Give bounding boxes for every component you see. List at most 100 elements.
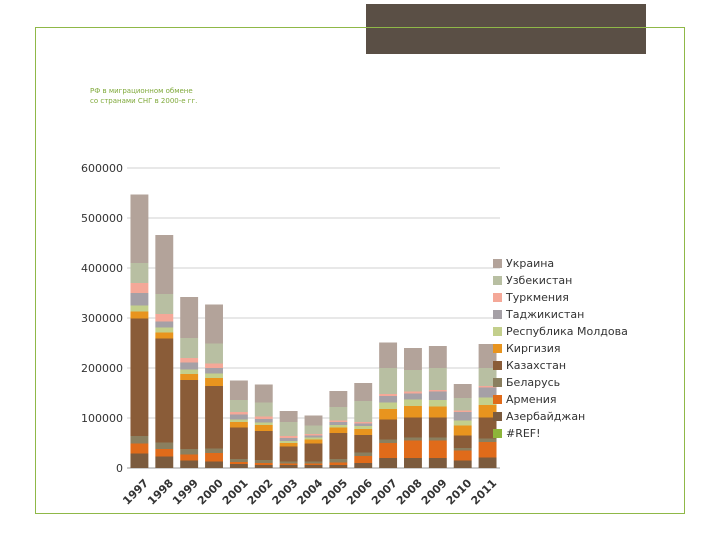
bar-segment [453, 435, 472, 448]
bar-segment [453, 398, 472, 411]
bar-segment [453, 384, 472, 398]
bar-segment [478, 457, 497, 468]
x-tick-label: 2007 [369, 477, 400, 508]
bar-segment [180, 338, 199, 358]
bar-segment [130, 283, 149, 293]
x-tick-label: 2000 [195, 476, 226, 507]
bar-segment [229, 412, 248, 415]
bar-segment [404, 458, 422, 468]
legend-item: Туркмения [493, 289, 673, 306]
bar-segment [205, 461, 223, 468]
bar-segment [453, 412, 472, 421]
bar-segment [304, 425, 323, 434]
legend-swatch [493, 344, 502, 353]
bar-segment [379, 342, 398, 368]
x-tick-label: 2003 [270, 477, 301, 508]
bar-segment [329, 459, 348, 463]
legend-swatch [493, 276, 502, 285]
bar-segment [130, 305, 149, 312]
bar-segment [229, 427, 248, 459]
legend-item: Армения [493, 391, 673, 408]
bar-segment [453, 420, 472, 426]
legend-label: Армения [506, 393, 557, 406]
bar-segment [155, 456, 174, 468]
bar-segment [205, 378, 223, 386]
bar-segment [279, 463, 298, 465]
bar-segment [329, 462, 348, 465]
bar-segment [379, 439, 398, 443]
bar-segment [304, 463, 323, 465]
bar-segment [130, 194, 149, 263]
bars [130, 194, 497, 468]
bar-segment [379, 443, 398, 458]
y-tick-label: 200000 [81, 362, 123, 375]
bar-segment [404, 348, 422, 370]
bar-segment [205, 373, 223, 378]
bar-segment [354, 429, 373, 435]
x-tick-label: 1998 [145, 477, 176, 508]
bar-segment [478, 417, 497, 439]
chart-title: РФ в миграционном обмене со странами СНГ… [90, 87, 290, 106]
bar-segment [478, 387, 497, 398]
bar-segment [254, 422, 273, 425]
bar-segment [155, 327, 174, 333]
y-tick-label: 100000 [81, 412, 123, 425]
legend-label: Азербайджан [506, 410, 586, 423]
bar-segment [404, 440, 422, 458]
bar-segment [453, 460, 472, 468]
bar-segment [354, 435, 373, 453]
y-tick-label: 0 [116, 462, 123, 475]
bar-segment [155, 442, 174, 449]
x-tick-label: 2011 [468, 477, 499, 508]
bar-segment [354, 383, 373, 401]
y-tick-label: 400000 [81, 262, 123, 275]
legend-label: Туркмения [506, 291, 569, 304]
bar-segment [304, 435, 323, 438]
bar-segment [279, 465, 298, 468]
bar-segment [254, 419, 273, 423]
x-tick-labels: 1997199819992000200120022003200420052006… [120, 476, 499, 507]
bar-segment [229, 422, 248, 428]
header-block [362, 0, 650, 58]
bar-segment [229, 459, 248, 462]
bar-segment [254, 460, 273, 463]
bar-segment [354, 422, 373, 424]
legend-swatch [493, 310, 502, 319]
x-tick-label: 2006 [344, 476, 375, 507]
legend-item: Узбекистан [493, 272, 673, 289]
bar-segment [205, 453, 223, 462]
bar-segment [205, 343, 223, 364]
y-tick-label: 600000 [81, 162, 123, 175]
chart-title-line-2: со странами СНГ в 2000-е гг. [90, 96, 198, 105]
bar-segment [229, 462, 248, 464]
bar-segment [404, 370, 422, 392]
bar-segment [180, 449, 199, 455]
legend-label: #REF! [506, 427, 541, 440]
bar-segment [254, 425, 273, 431]
bar-segment [379, 402, 398, 409]
x-tick-label: 2009 [419, 477, 450, 508]
bar-segment [254, 463, 273, 465]
bar-segment [404, 437, 422, 441]
legend-item: Казахстан [493, 357, 673, 374]
bar-segment [354, 463, 373, 468]
bar-segment [428, 440, 447, 458]
x-tick-label: 2008 [394, 477, 425, 508]
legend-label: Республика Молдова [506, 325, 628, 338]
bar-segment [354, 423, 373, 426]
x-tick-label: 2004 [294, 476, 325, 507]
legend-label: Киргизия [506, 342, 561, 355]
bar-segment [155, 338, 174, 443]
bar-segment [453, 450, 472, 461]
bar-segment [130, 443, 149, 454]
bar-segment [304, 439, 323, 444]
bar-segment [279, 411, 298, 422]
bar-segment [453, 410, 472, 412]
bar-segment [279, 438, 298, 441]
bar-segment [453, 448, 472, 451]
legend-item: Таджикистан [493, 306, 673, 323]
bar-segment [329, 433, 348, 459]
slide-frame [35, 27, 685, 514]
bar-segment [254, 384, 273, 403]
